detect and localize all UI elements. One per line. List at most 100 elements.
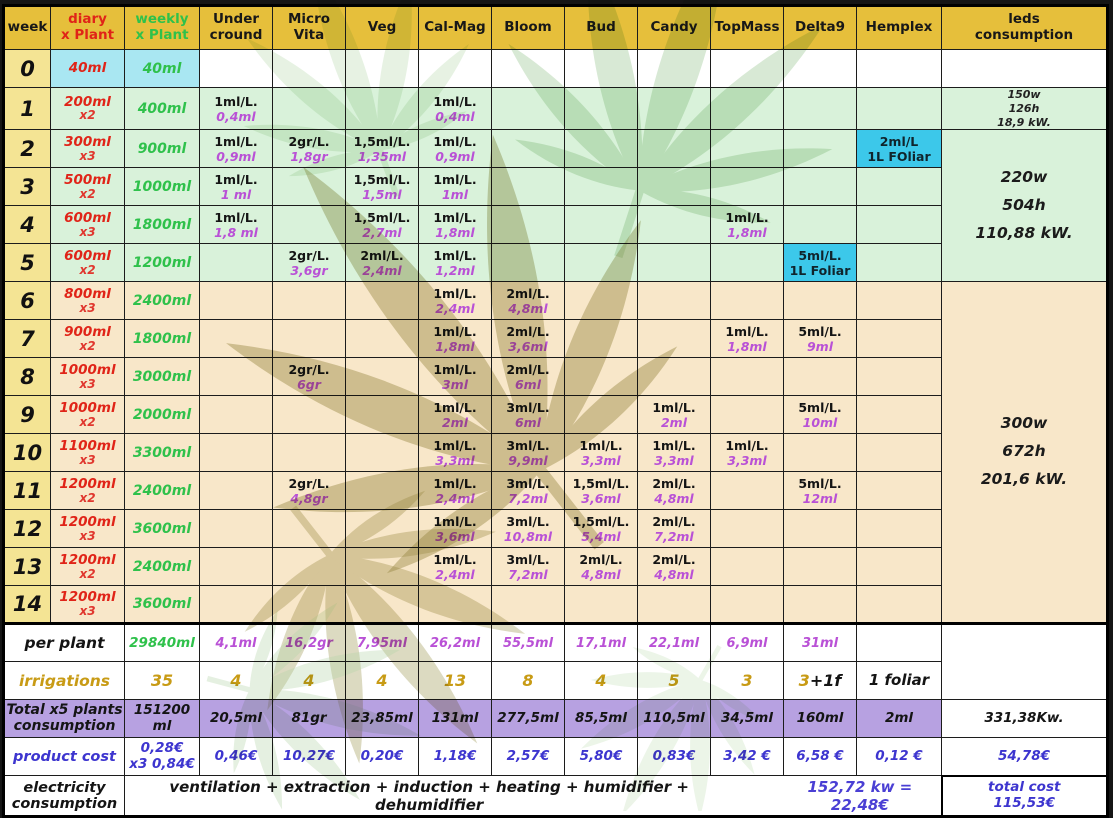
weekly-per-plant-cell: 3000ml	[124, 357, 200, 397]
nutrient-cell-topmass	[710, 547, 784, 587]
nutrient-cell-under: 1ml/L. 0,4ml	[199, 86, 273, 131]
summary-value: 0,20€	[360, 747, 404, 764]
nutrient-cell-micro	[272, 167, 346, 207]
amount-value: 3,3ml	[727, 452, 767, 468]
nutrient-cell-candy	[637, 129, 711, 169]
summary-value-cell: 10,27€	[272, 737, 346, 777]
nutrient-cell-veg	[345, 395, 419, 435]
nutrient-cell-delta9	[783, 509, 857, 549]
summary-value: 10,27€	[282, 747, 336, 764]
weekly-value: 900ml	[137, 140, 187, 157]
weekly-value: 3600ml	[132, 520, 192, 537]
summary-value-cell: 85,5ml	[564, 699, 638, 739]
diary-value: 1200ml	[59, 513, 116, 530]
summary-value: 8	[522, 671, 534, 691]
summary-value: 0,28€	[140, 740, 184, 757]
column-header-week: week	[3, 5, 51, 50]
column-header-label: Veg	[367, 19, 397, 36]
summary-value: 17,1ml	[575, 635, 627, 651]
nutrient-cell-bud	[564, 319, 638, 359]
leds-line: 201,6 kW.	[980, 470, 1068, 489]
nutrient-cell-topmass: 1ml/L. 1,8ml	[710, 319, 784, 359]
dose-value: 5ml/L.	[798, 399, 842, 415]
nutrient-cell-under: 1ml/L. 1 ml	[199, 167, 273, 207]
diary-per-plant-cell: 300ml x3	[50, 129, 125, 169]
weekly-value: 3000ml	[132, 368, 192, 385]
nutrient-cell-veg	[345, 86, 419, 131]
amount-value: 2,4ml	[362, 262, 402, 278]
diary-value: 1200ml	[59, 475, 116, 492]
summary-value-cell: 26,2ml	[418, 622, 492, 663]
diary-per-plant-cell: 600ml x2	[50, 243, 125, 283]
amount-value: 10ml	[802, 414, 838, 430]
nutrient-cell-bud: 2ml/L. 4,8ml	[564, 547, 638, 587]
nutrient-cell-candy	[637, 86, 711, 131]
nutrient-cell-hemplex: 2ml/L 1L FOliar	[856, 129, 942, 169]
diary-multiplier: x3	[79, 376, 96, 391]
amount-value: 4,8ml	[654, 490, 694, 506]
nutrient-cell-micro	[272, 509, 346, 549]
dose-value: 1ml/L.	[214, 133, 258, 149]
amount-value: 2,4ml	[435, 490, 475, 506]
electricity-energy-value: 152,72 kw = 22,48€	[807, 777, 913, 814]
dose-value: 1ml/L.	[433, 399, 477, 415]
column-header-label: TopMass	[714, 19, 780, 36]
nutrient-cell-topmass	[710, 357, 784, 397]
nutrient-cell-topmass	[710, 129, 784, 169]
diary-per-plant-cell: 1200ml x2	[50, 471, 125, 511]
feeding-schedule-table: week diary x Plant weekly x Plant Under cround…	[2, 4, 1109, 818]
nutrient-cell-candy	[637, 357, 711, 397]
leds-summary-cell: 331,38Kw.	[941, 699, 1108, 739]
nutrient-cell-hemplex	[856, 205, 942, 245]
weekly-per-plant-cell: 1200ml	[124, 243, 200, 283]
diary-value: 600ml	[64, 247, 111, 264]
amount-value: 1,5ml	[362, 186, 402, 202]
nutrient-cell-calmag: 1ml/L. 1,2ml	[418, 243, 492, 283]
nutrient-cell-calmag: 1ml/L. 1,8ml	[418, 205, 492, 245]
summary-value-cell: 5	[637, 661, 711, 701]
dose-value: 3ml/L.	[506, 513, 550, 529]
week-number-cell: 12	[3, 509, 51, 549]
column-header-label: x Plant	[135, 27, 189, 43]
nutrient-cell-veg	[345, 433, 419, 473]
amount-value: 4,8ml	[581, 566, 621, 582]
nutrient-cell-topmass	[710, 585, 784, 625]
diary-per-plant-cell: 600ml x3	[50, 205, 125, 245]
weekly-per-plant-cell: 400ml	[124, 86, 200, 131]
week-number-cell: 11	[3, 471, 51, 511]
weekly-per-plant-cell: 1000ml	[124, 167, 200, 207]
weekly-value: 400ml	[137, 100, 187, 117]
nutrient-cell-veg	[345, 509, 419, 549]
column-header-label: cround	[209, 27, 263, 43]
nutrient-cell-calmag: 1ml/L. 2,4ml	[418, 547, 492, 587]
week-number-cell: 3	[3, 167, 51, 207]
weekly-value: 3300ml	[132, 444, 192, 461]
diary-value: 800ml	[64, 285, 111, 302]
summary-value-cell: 160ml	[783, 699, 857, 739]
summary-value: 0,83€	[652, 747, 696, 764]
total-cost-label: total cost	[988, 779, 1061, 796]
amount-value: 7,2ml	[508, 566, 548, 582]
summary-value: 5,80€	[579, 747, 623, 764]
dose-value: 3ml/L.	[506, 437, 550, 453]
leds-line: 504h	[1002, 195, 1046, 214]
weekly-per-plant-cell: 900ml	[124, 129, 200, 169]
summary-value: 4	[230, 671, 242, 691]
amount-value: 3,6gr	[290, 262, 328, 278]
leds-line: 126h	[1008, 101, 1040, 115]
nutrient-cell-bud	[564, 167, 638, 207]
nutrient-cell-bloom	[491, 585, 565, 625]
nutrient-cell-topmass: 1ml/L. 3,3ml	[710, 433, 784, 473]
diary-value: 1000ml	[59, 399, 116, 416]
diary-value: 500ml	[64, 171, 111, 188]
dose-value: 1ml/L.	[433, 285, 477, 301]
nutrient-cell-micro: 2gr/L. 3,6gr	[272, 243, 346, 283]
nutrient-cell-delta9	[783, 205, 857, 245]
nutrient-cell-delta9	[783, 86, 857, 131]
diary-value: 1200ml	[59, 589, 116, 606]
dose-value: 1ml/L.	[433, 437, 477, 453]
summary-value-cell: 3+1f	[783, 661, 857, 701]
dose-value: 1,5ml/L.	[572, 513, 630, 529]
nutrient-cell-bud	[564, 243, 638, 283]
summary-value: 151200	[133, 702, 191, 719]
